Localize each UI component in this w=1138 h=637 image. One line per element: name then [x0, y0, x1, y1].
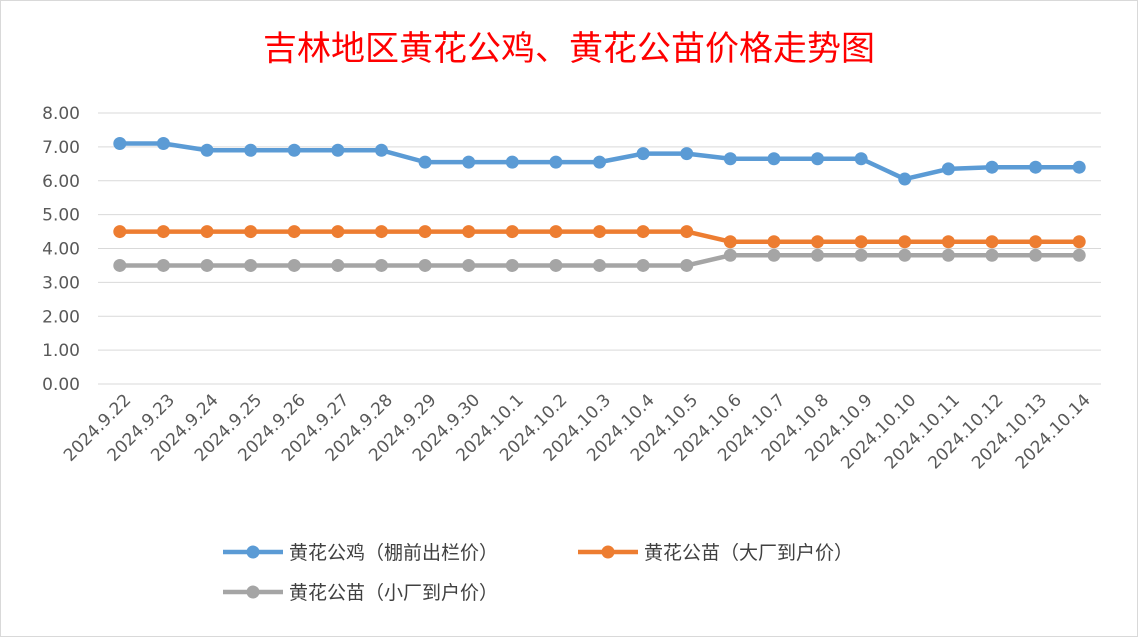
- y-tick-label: 3.00: [42, 273, 80, 293]
- data-point: [898, 172, 912, 186]
- data-point: [331, 225, 345, 239]
- data-point: [985, 160, 999, 174]
- data-point: [723, 235, 737, 249]
- data-point: [462, 155, 476, 169]
- y-axis-ticks: 0.00 1.00 2.00 3.00 4.00 5.00 6.00 7.00 8.00: [42, 104, 80, 395]
- data-point: [331, 258, 345, 272]
- y-tick-label: 1.00: [42, 341, 80, 361]
- chart-title: 吉林地区黄花公鸡、黄花公苗价格走势图: [263, 29, 875, 69]
- data-point: [374, 258, 388, 272]
- data-point: [636, 147, 650, 161]
- legend-label: 黄花公苗（小厂到户价）: [289, 582, 498, 604]
- series-lines: [113, 136, 1086, 272]
- legend-swatch-marker: [601, 545, 615, 559]
- data-point: [113, 225, 127, 239]
- data-point: [941, 248, 955, 262]
- data-point: [941, 162, 955, 176]
- legend-label: 黄花公苗（大厂到户价）: [644, 542, 853, 564]
- data-point: [505, 225, 519, 239]
- data-point: [287, 258, 301, 272]
- data-point: [941, 235, 955, 249]
- data-point: [985, 248, 999, 262]
- legend-label: 黄花公鸡（棚前出栏价）: [289, 542, 498, 564]
- y-tick-label: 8.00: [42, 104, 80, 124]
- data-point: [680, 147, 694, 161]
- data-point: [1072, 248, 1086, 262]
- data-point: [549, 258, 563, 272]
- data-point: [1072, 235, 1086, 249]
- data-point: [593, 225, 606, 239]
- data-point: [287, 143, 301, 157]
- data-point: [331, 143, 345, 157]
- data-point: [1029, 248, 1043, 262]
- data-point: [854, 235, 868, 249]
- data-point: [1029, 160, 1043, 174]
- data-point: [636, 225, 650, 239]
- y-tick-label: 5.00: [42, 206, 80, 226]
- data-point: [854, 152, 868, 166]
- data-point: [418, 225, 432, 239]
- data-point: [113, 258, 127, 272]
- data-point: [200, 225, 214, 239]
- data-point: [374, 143, 388, 157]
- data-point: [549, 225, 563, 239]
- legend-swatch-marker: [246, 545, 260, 559]
- data-point: [1029, 235, 1043, 249]
- data-point: [549, 155, 563, 169]
- data-point: [418, 258, 432, 272]
- legend-swatch-marker: [246, 585, 260, 599]
- y-tick-label: 0.00: [42, 375, 80, 395]
- data-point: [462, 258, 476, 272]
- y-tick-label: 4.00: [42, 240, 80, 260]
- data-point: [811, 235, 825, 249]
- data-point: [1072, 160, 1086, 174]
- data-point: [898, 248, 912, 262]
- data-point: [462, 225, 476, 239]
- y-tick-label: 2.00: [42, 307, 80, 327]
- data-point: [680, 258, 694, 272]
- data-point: [200, 143, 214, 157]
- x-axis-ticks: 2024.9.222024.9.232024.9.242024.9.252024…: [60, 390, 1095, 473]
- data-point: [767, 248, 781, 262]
- data-point: [156, 258, 170, 272]
- data-point: [244, 143, 258, 157]
- y-tick-label: 7.00: [42, 138, 80, 158]
- data-point: [505, 258, 519, 272]
- data-point: [156, 136, 170, 150]
- data-point: [505, 155, 519, 169]
- grid-lines: [98, 112, 1101, 385]
- data-point: [723, 248, 737, 262]
- legend: 黄花公鸡（棚前出栏价） 黄花公苗（大厂到户价） 黄花公苗（小厂到户价）: [223, 542, 853, 604]
- data-point: [244, 225, 258, 239]
- data-point: [680, 225, 694, 239]
- data-point: [287, 225, 301, 239]
- data-point: [767, 235, 781, 249]
- data-point: [374, 225, 388, 239]
- data-point: [113, 136, 127, 150]
- y-tick-label: 6.00: [42, 172, 80, 192]
- data-point: [418, 155, 432, 169]
- data-point: [723, 152, 737, 166]
- data-point: [156, 225, 170, 239]
- data-point: [593, 258, 606, 272]
- data-point: [898, 235, 912, 249]
- data-point: [244, 258, 258, 272]
- data-point: [593, 155, 606, 169]
- data-point: [811, 152, 825, 166]
- data-point: [767, 152, 781, 166]
- data-point: [636, 258, 650, 272]
- data-point: [200, 258, 214, 272]
- data-point: [985, 235, 999, 249]
- data-point: [811, 248, 825, 262]
- data-point: [854, 248, 868, 262]
